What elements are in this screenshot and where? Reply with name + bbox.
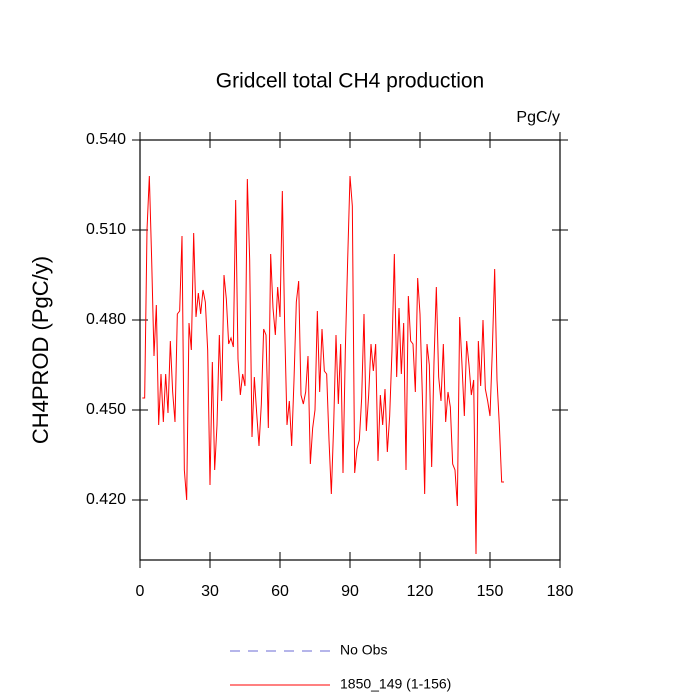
data-line	[142, 175, 504, 555]
chart-title: Gridcell total CH4 production	[216, 70, 484, 93]
y-tick-label: 0.450	[86, 401, 126, 418]
unit-label: PgC/y	[516, 109, 560, 126]
x-tick-label: 60	[271, 583, 289, 600]
x-tick-label: 120	[407, 583, 434, 600]
y-tick-label: 0.510	[86, 221, 126, 238]
x-tick-label: 180	[547, 583, 574, 600]
legend-label: No Obs	[340, 642, 387, 658]
plot-frame	[139, 139, 561, 561]
legend-label: 1850_149 (1-156)	[340, 676, 451, 692]
y-tick-label: 0.480	[86, 311, 126, 328]
x-tick-label: 150	[477, 583, 504, 600]
x-tick-label: 30	[201, 583, 219, 600]
y-axis-label: CH4PROD (PgC/y)	[28, 256, 53, 444]
x-tick-label: 0	[136, 583, 145, 600]
y-tick-label: 0.420	[86, 491, 126, 508]
x-tick-label: 90	[341, 583, 359, 600]
y-tick-label: 0.540	[86, 131, 126, 148]
